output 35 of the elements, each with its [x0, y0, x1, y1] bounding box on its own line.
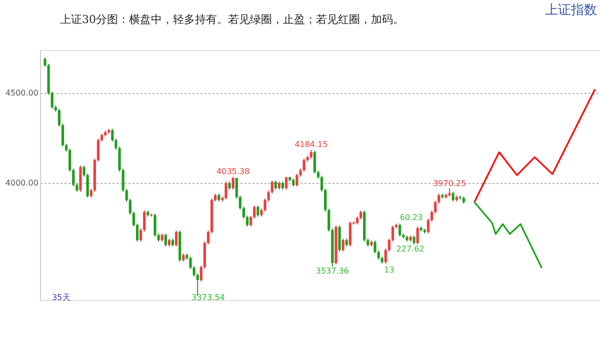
candlestick [348, 221, 352, 247]
annotation: 3537.36 [316, 266, 349, 276]
annotation: 4035.38 [216, 166, 250, 176]
chart-subtitle: 上证30分图：横盘中，轻多持有。若见绿圈，止盈；若见红圈，加码。 [60, 13, 404, 26]
candlestick [398, 223, 402, 238]
candlestick [136, 223, 139, 242]
candlestick [338, 225, 341, 252]
annotation: 227.62 [396, 244, 424, 254]
annotation: 3970.25 [432, 178, 466, 188]
candlestick [79, 165, 82, 192]
annotation: 60.23 [400, 213, 423, 222]
candlestick [342, 238, 344, 252]
y-tick-label: 4500.00 [5, 88, 38, 98]
annotation: 3373.54 [192, 292, 225, 302]
candlestick [302, 158, 306, 172]
candlestick [296, 173, 298, 188]
candlestick [452, 191, 454, 202]
candlestick [284, 176, 288, 190]
candlestick [256, 205, 260, 218]
candlestick [164, 233, 167, 247]
candlestick [224, 181, 228, 200]
annotation: 13 [384, 265, 394, 274]
candlestick [154, 213, 156, 238]
candlestick [246, 215, 249, 227]
candlestick [426, 218, 430, 234]
candlestick [232, 176, 234, 190]
candlestick [313, 150, 316, 174]
candlestick [416, 226, 419, 245]
y-tick-label: 4000.00 [5, 178, 38, 188]
annotation: 35天 [52, 292, 70, 302]
line-series [474, 88, 596, 203]
line-series [474, 201, 543, 269]
chart-title: 上证指数 [545, 3, 597, 18]
candlestick [174, 230, 178, 247]
annotation: 4184.15 [294, 140, 328, 149]
